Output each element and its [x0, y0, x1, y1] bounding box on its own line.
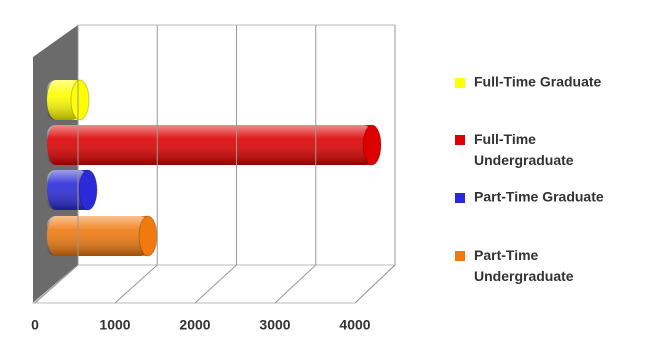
legend-swatch — [455, 78, 465, 88]
x-tick-label: 0 — [31, 317, 39, 333]
x-tick-label: 1000 — [99, 317, 130, 333]
bar-shade — [47, 125, 372, 165]
legend-swatch — [455, 135, 465, 145]
bar-shade — [47, 80, 80, 120]
legend-label-line: Undergraduate — [474, 268, 574, 284]
bar-cap-right — [138, 215, 158, 257]
legend-label: Part-Time Graduate — [474, 189, 604, 205]
legend-label: Full-Time Undergraduate — [474, 131, 574, 168]
x-tick-label: 3000 — [259, 317, 290, 333]
legend-label: Part-Time Undergraduate — [474, 247, 574, 284]
floor-grid-line — [114, 264, 158, 304]
floor-grid-line — [274, 264, 317, 304]
legend-label-line: Part-Time — [474, 247, 539, 263]
x-tick-label: 4000 — [339, 317, 370, 333]
bar-cap-right — [78, 169, 98, 211]
legend-swatch — [455, 193, 465, 203]
legend-label-line: Full-Time — [474, 131, 536, 147]
x-tick-label: 2000 — [179, 317, 210, 333]
bar-shade — [47, 216, 148, 256]
bar-cap-right — [362, 124, 382, 166]
bar-cap-right — [70, 79, 90, 121]
floor — [31, 264, 397, 304]
floor-grid-line — [354, 264, 396, 304]
legend-swatch — [455, 251, 465, 261]
floor-grid-line — [194, 264, 237, 304]
floor-grid-line — [34, 264, 79, 304]
legend-label-line: Undergraduate — [474, 152, 574, 168]
legend-label: Full-Time Graduate — [474, 74, 602, 90]
